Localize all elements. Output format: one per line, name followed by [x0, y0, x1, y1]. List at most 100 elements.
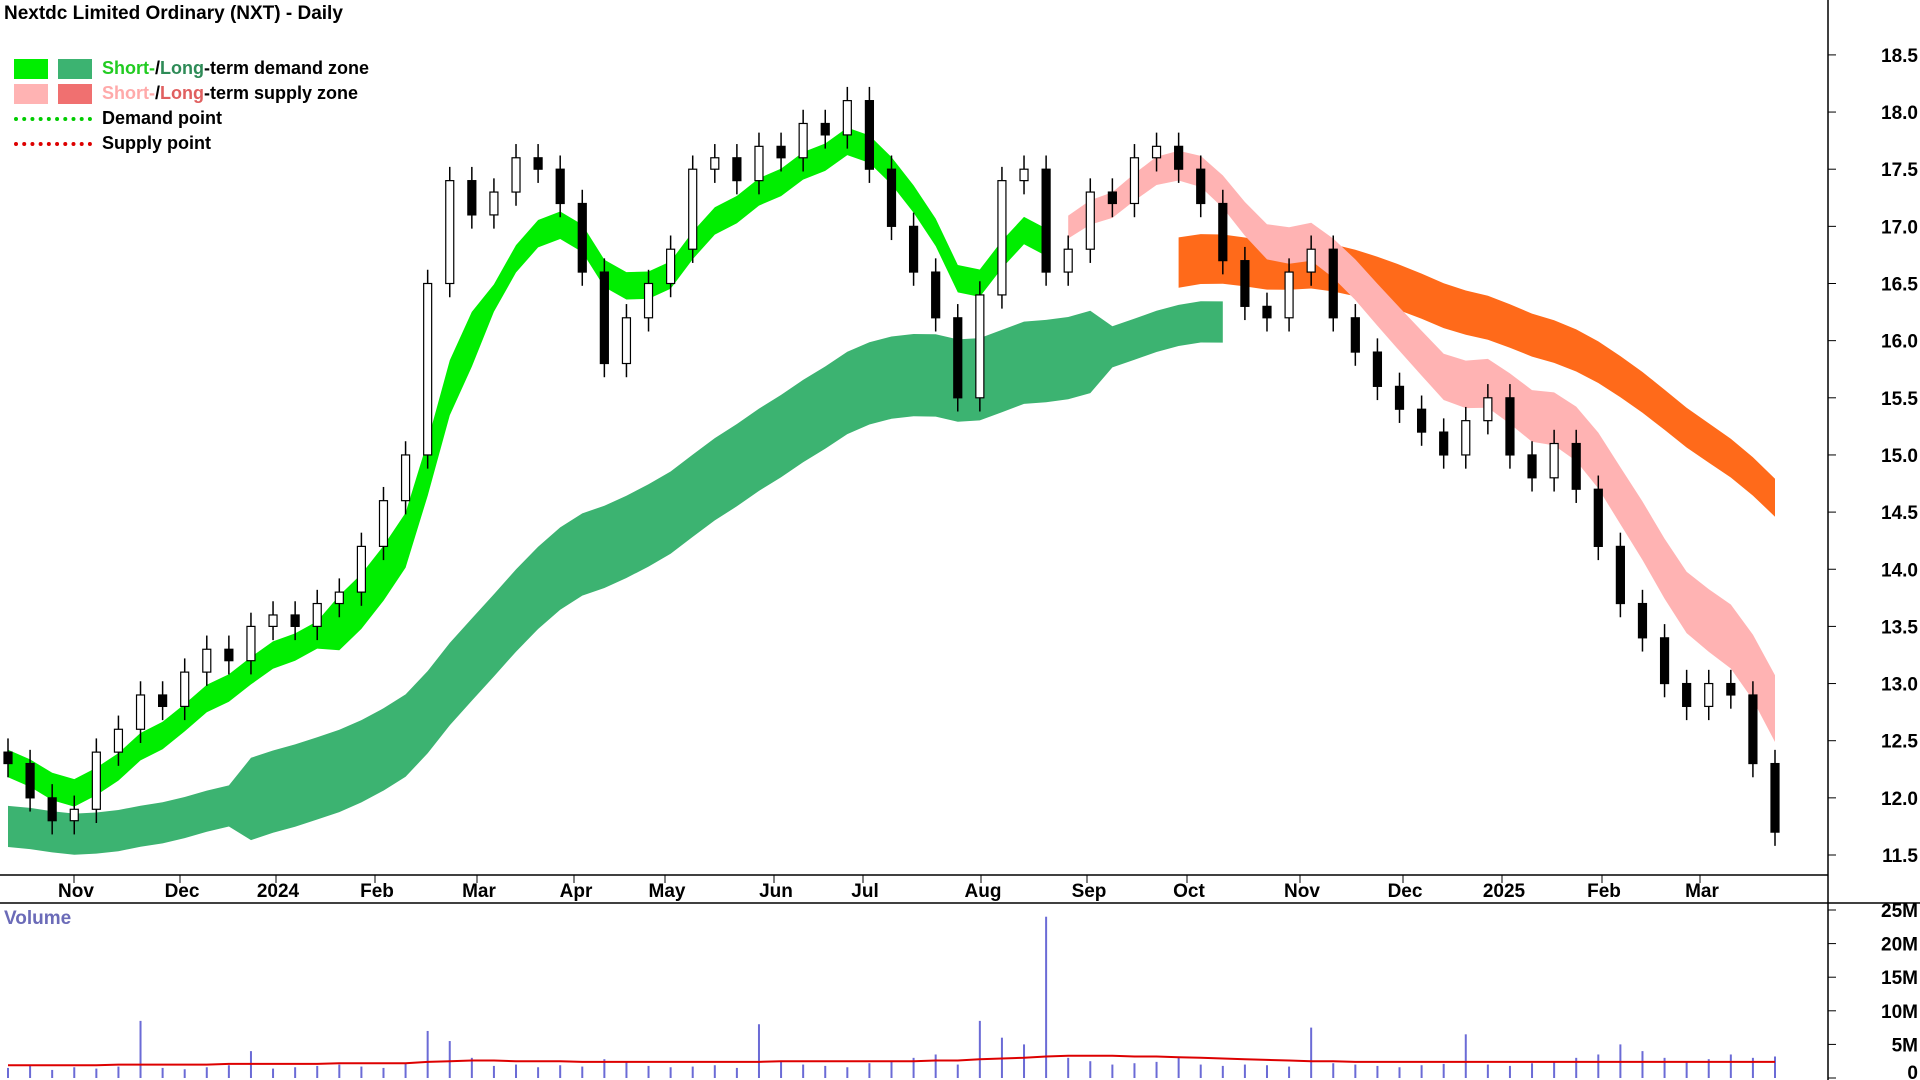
- candle-body: [997, 180, 1007, 296]
- volume-bar: [1464, 1034, 1467, 1078]
- legend-supply-point-label: Supply point: [102, 133, 211, 153]
- volume-bar: [1199, 1064, 1202, 1078]
- candle-body: [1549, 442, 1559, 479]
- volume-average-line: [8, 1054, 1775, 1067]
- legend-supply-short-text: Short-: [102, 83, 155, 103]
- legend-demand-point: Demand point: [14, 106, 369, 131]
- volume-bar: [139, 1020, 142, 1078]
- legend-supply-point-line: [14, 141, 92, 146]
- volume-bar: [1133, 1063, 1136, 1078]
- y-tick-label: 12.5: [1881, 732, 1918, 753]
- candle-body: [91, 751, 101, 810]
- candle-body: [621, 317, 632, 365]
- legend-short-demand-swatch: [14, 58, 48, 79]
- volume-bar: [824, 1065, 827, 1078]
- volume-bar: [625, 1061, 628, 1078]
- candle-body: [25, 762, 35, 799]
- candle-body: [732, 157, 742, 182]
- volume-bar: [559, 1065, 562, 1078]
- candle-body: [1682, 682, 1692, 708]
- x-tick-label: Oct: [1173, 881, 1205, 902]
- volume-bar: [581, 1066, 584, 1078]
- volume-bar: [956, 1064, 959, 1078]
- candle-body: [113, 728, 124, 753]
- legend-long-supply-swatch: [58, 83, 92, 104]
- y-tick-label: 18.0: [1881, 103, 1918, 124]
- x-tick-label: Nov: [58, 881, 94, 902]
- volume-bar: [912, 1057, 915, 1078]
- volume-bar: [1442, 1063, 1445, 1078]
- volume-bar: [1155, 1061, 1158, 1078]
- volume-bar: [1067, 1057, 1070, 1078]
- candle-body: [3, 751, 13, 765]
- candle-body: [886, 168, 897, 227]
- candle-body: [1770, 762, 1780, 833]
- y-tick-label: 17.5: [1881, 160, 1918, 181]
- volume-bar: [470, 1057, 473, 1078]
- x-tick-label: Jul: [851, 881, 878, 902]
- candle-body: [533, 157, 543, 170]
- candle-body: [1461, 420, 1471, 456]
- legend-demand-long-text: Long: [160, 58, 204, 78]
- volume-bar: [1023, 1044, 1026, 1078]
- volume-bar: [846, 1067, 849, 1078]
- y-tick-label: 16.0: [1881, 332, 1918, 353]
- legend-demand-sep: /: [155, 58, 161, 78]
- y-tick-label: 15.0: [1881, 446, 1918, 467]
- volume-bar: [272, 1068, 275, 1078]
- volume-bar: [227, 1065, 230, 1078]
- candle-body: [290, 614, 300, 627]
- volume-bar: [1310, 1027, 1313, 1078]
- candle-body: [135, 694, 146, 730]
- candle-body: [1174, 145, 1184, 170]
- candle-body: [224, 648, 234, 662]
- x-tick-label: May: [649, 881, 686, 902]
- candle-body: [776, 145, 786, 159]
- candle-body: [1151, 145, 1162, 159]
- volume-bar: [1332, 1063, 1335, 1078]
- volume-bar: [1045, 916, 1048, 1078]
- candle-body: [1659, 637, 1670, 685]
- volume-bar: [1243, 1064, 1246, 1078]
- x-tick-label: Dec: [1388, 881, 1423, 902]
- candle-body: [908, 225, 919, 273]
- candle-body: [1306, 248, 1316, 273]
- candle-body: [511, 157, 521, 193]
- volume-bar: [1398, 1067, 1401, 1078]
- candle-body: [467, 180, 477, 216]
- chart-title: Nextdc Limited Ordinary (NXT) - Daily: [4, 3, 343, 24]
- candle-body: [268, 614, 278, 627]
- volume-bar: [1111, 1064, 1114, 1078]
- volume-bar: [691, 1066, 694, 1078]
- candle-body: [246, 625, 256, 662]
- candle-body: [423, 282, 433, 456]
- candle-body: [1416, 408, 1427, 433]
- volume-bar: [1575, 1057, 1578, 1078]
- volume-layer: [7, 916, 1776, 1078]
- zones-layer: [8, 127, 1775, 855]
- volume-bar: [1221, 1065, 1224, 1078]
- volume-bar: [647, 1065, 650, 1078]
- legend: Short- / Long -term demand zone Short- / …: [14, 56, 369, 156]
- candle-body: [666, 248, 676, 285]
- candle-body: [1328, 248, 1338, 319]
- legend-demand-point-line: [14, 116, 92, 121]
- candle-body: [820, 122, 830, 136]
- candle-body: [1107, 191, 1117, 205]
- volume-bar: [1553, 1061, 1556, 1078]
- y-tick-label: 15.5: [1881, 389, 1918, 410]
- volume-bar: [338, 1064, 341, 1078]
- x-tick-label: Mar: [462, 881, 496, 902]
- x-tick-label: Mar: [1685, 881, 1719, 902]
- volume-bar: [404, 1063, 407, 1078]
- x-tick-label: Apr: [560, 881, 593, 902]
- candle-body: [643, 282, 654, 319]
- volume-bar: [1531, 1063, 1534, 1078]
- y-tick-label: 17.0: [1881, 217, 1918, 238]
- volume-bar: [1751, 1057, 1754, 1078]
- legend-supply-suffix: -term supply zone: [204, 83, 359, 103]
- legend-demand-point-label: Demand point: [102, 108, 222, 128]
- x-tick-label: Sep: [1072, 881, 1107, 902]
